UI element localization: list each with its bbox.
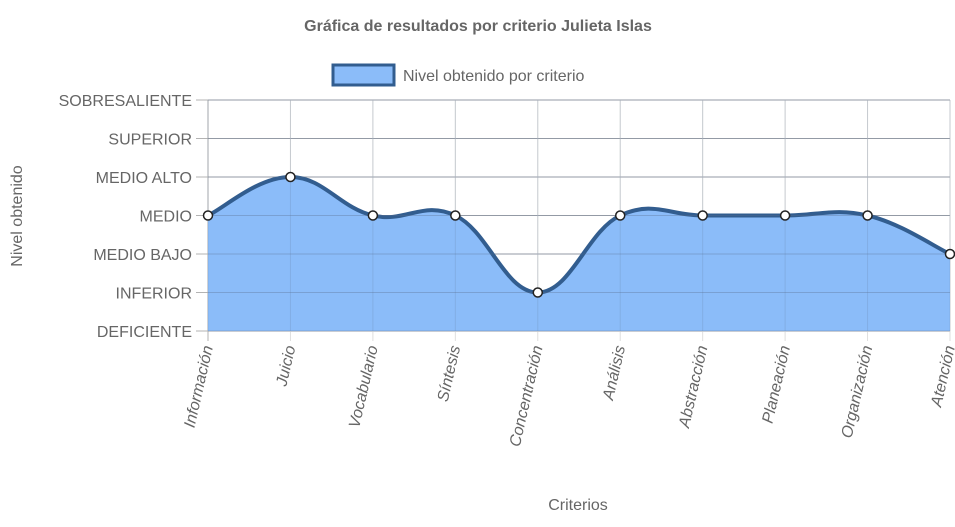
data-point[interactable] (285, 171, 296, 183)
x-tick-label: Síntesis (435, 344, 464, 403)
y-tick-label: SOBRESALIENTE (59, 93, 192, 110)
data-point[interactable] (367, 210, 379, 221)
x-tick-label: Análisis (600, 344, 629, 403)
series-line (207, 174, 951, 295)
y-axis-ticks: DEFICIENTE INFERIOR MEDIO BAJO MEDIO MEDIO A… (59, 93, 192, 341)
data-point[interactable] (614, 210, 626, 221)
legend-label: Nivel obtenido por criterio (403, 68, 585, 85)
y-tick-label: MEDIO BAJO (93, 247, 192, 264)
data-point[interactable] (779, 210, 791, 221)
data-point[interactable] (697, 210, 708, 221)
x-tick-label: Vocabulario (346, 344, 381, 430)
y-tick-label: MEDIO (140, 209, 192, 226)
x-tick-label: Atención (928, 344, 955, 410)
y-tick-label: INFERIOR (116, 286, 192, 303)
y-axis-title: Nivel obtenido (9, 165, 26, 267)
x-tick-label: Organización (839, 344, 877, 440)
data-point[interactable] (450, 210, 461, 221)
x-tick-label: Concentración (507, 344, 547, 448)
x-axis-title: Criterios (548, 497, 608, 514)
data-point[interactable] (944, 248, 955, 260)
data-point[interactable] (202, 210, 214, 221)
x-tick-label: Información (182, 344, 217, 429)
legend-swatch (331, 63, 396, 87)
series-layer (202, 99, 955, 332)
y-tick-label: SUPERIOR (108, 132, 192, 149)
chart-title: Gráfica de resultados por criterio Julie… (304, 18, 652, 35)
y-tick-label: MEDIO ALTO (96, 170, 192, 187)
y-tick-label: DEFICIENTE (97, 324, 192, 341)
x-tick-label: Planeación (760, 344, 794, 425)
data-point[interactable] (862, 210, 873, 221)
data-point[interactable] (532, 287, 544, 298)
x-tick-label: Abstracción (676, 344, 712, 430)
x-axis-ticks: Información Juicio Vocabulario Síntesis Conc… (182, 344, 955, 448)
x-tick-label: Juicio (273, 344, 299, 389)
legend[interactable]: Nivel obtenido por criterio (331, 63, 585, 87)
